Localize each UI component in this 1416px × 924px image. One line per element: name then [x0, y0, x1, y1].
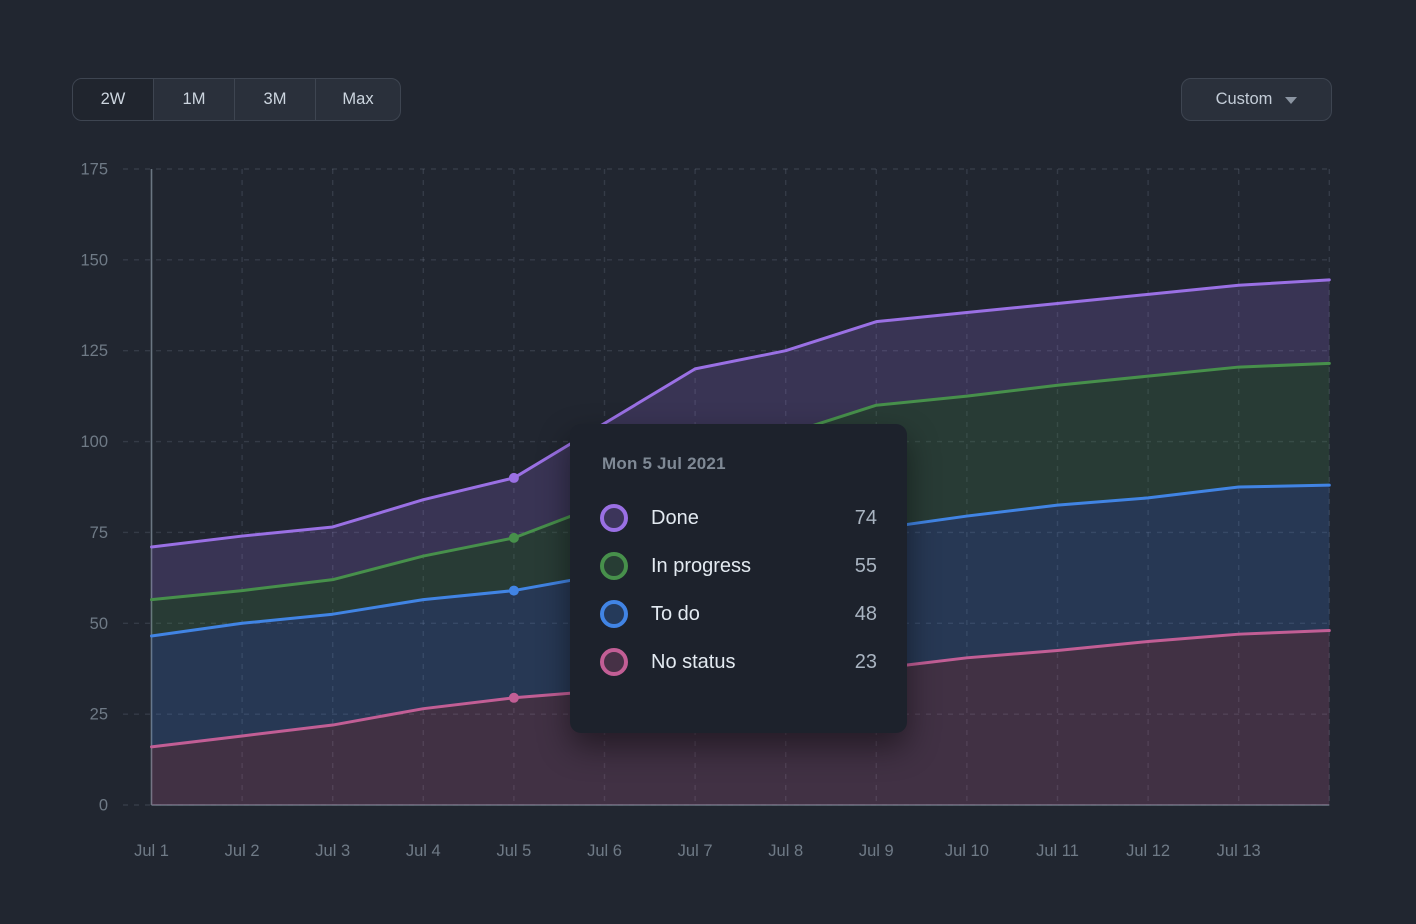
- tooltip-row-to-do: To do 48: [600, 590, 877, 638]
- y-tick-label: 125: [80, 342, 108, 360]
- tooltip-row-label: Done: [651, 506, 699, 529]
- x-tick-label: Jul 3: [315, 842, 350, 860]
- y-tick-label: 150: [80, 251, 108, 269]
- tooltip-row-value: 55: [854, 554, 877, 577]
- x-tick-label: Jul 2: [225, 842, 260, 860]
- y-tick-label: 25: [90, 706, 108, 724]
- done-series-ring: [600, 504, 628, 532]
- x-tick-label: Jul 1: [134, 842, 169, 860]
- x-tick-label: Jul 8: [768, 842, 803, 860]
- chevron-down-icon: [1285, 97, 1298, 104]
- y-tick-label: 100: [80, 433, 108, 451]
- tooltip-row-value: 23: [854, 650, 877, 673]
- x-tick-label: Jul 7: [678, 842, 713, 860]
- range-button-3m[interactable]: 3M: [235, 79, 316, 120]
- x-tick-label: Jul 6: [587, 842, 622, 860]
- range-button-2w[interactable]: 2W: [73, 79, 154, 120]
- no-status-series-ring: [600, 648, 628, 676]
- custom-range-button[interactable]: Custom: [1181, 78, 1332, 121]
- in-progress-series-ring: [600, 552, 628, 580]
- range-button-max[interactable]: Max: [342, 90, 374, 108]
- x-tick-label: Jul 9: [859, 842, 894, 860]
- tooltip-row-label: No status: [651, 650, 736, 673]
- y-tick-label: 75: [90, 524, 108, 542]
- y-tick-label: 0: [99, 797, 108, 815]
- y-tick-label: 50: [90, 615, 108, 633]
- tooltip-row-done: Done 74: [600, 494, 877, 542]
- x-tick-label: Jul 5: [496, 842, 531, 860]
- tooltip-row-value: 74: [854, 506, 877, 529]
- tooltip-row-in-progress: In progress 55: [600, 542, 877, 590]
- tooltip-row-value: 48: [854, 602, 877, 625]
- chart-tooltip: Mon 5 Jul 2021 Done 74 In progress 55 To…: [570, 424, 907, 733]
- tooltip-row-no-status: No status 23: [600, 638, 877, 686]
- time-range-control: 2W 1M 3M Max: [72, 78, 401, 121]
- custom-range-label: Custom: [1215, 90, 1273, 108]
- y-tick-label: 175: [80, 161, 108, 179]
- x-tick-label: Jul 11: [1036, 842, 1079, 860]
- x-tick-label: Jul 4: [406, 842, 441, 860]
- range-button-1m[interactable]: 1M: [154, 79, 235, 120]
- tooltip-date: Mon 5 Jul 2021: [602, 454, 726, 473]
- x-tick-label: Jul 12: [1126, 842, 1170, 860]
- to-do-series-ring: [600, 600, 628, 628]
- tooltip-row-label: In progress: [651, 554, 752, 577]
- x-tick-label: Jul 13: [1217, 842, 1261, 860]
- tooltip-row-label: To do: [651, 602, 700, 625]
- x-tick-label: Jul 10: [945, 842, 989, 860]
